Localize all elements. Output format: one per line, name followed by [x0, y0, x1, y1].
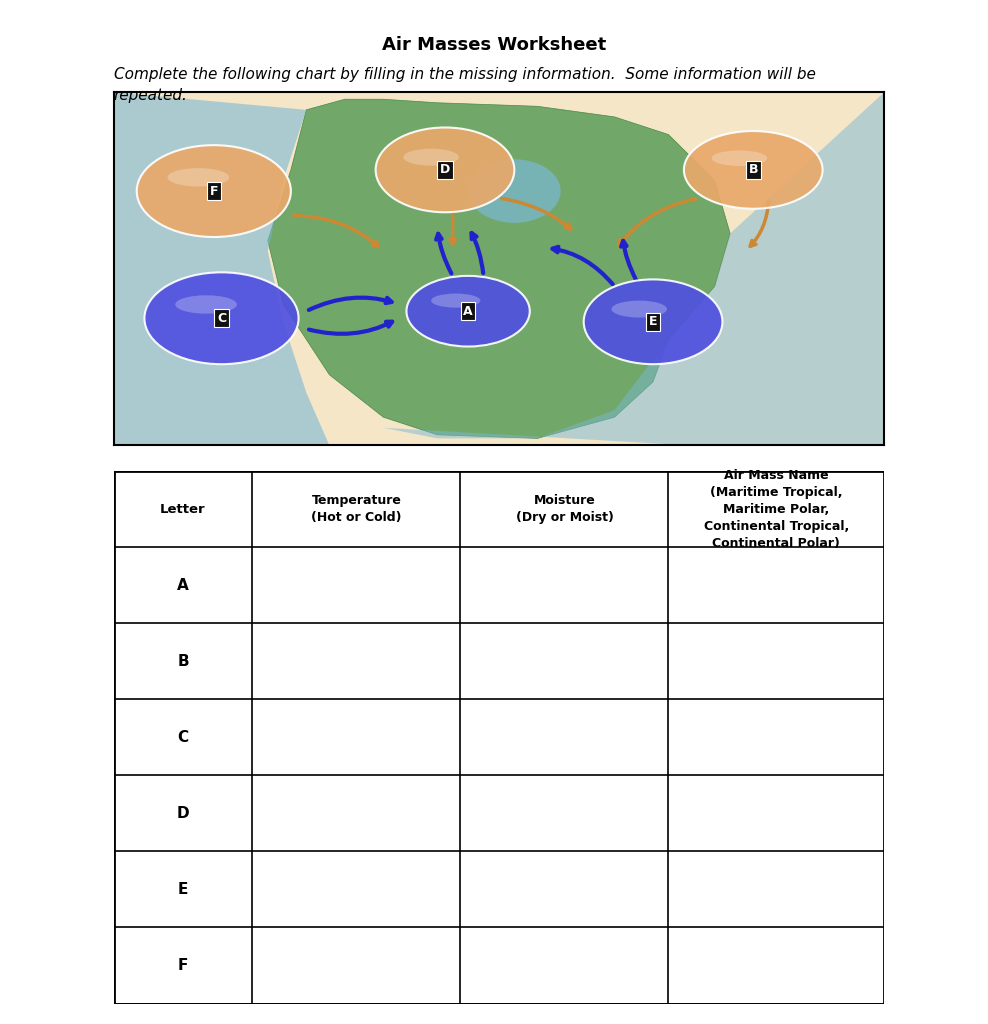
Text: E: E: [178, 882, 188, 897]
Ellipse shape: [136, 145, 290, 237]
Ellipse shape: [406, 275, 530, 346]
Ellipse shape: [584, 280, 722, 365]
Text: Air Masses Worksheet: Air Masses Worksheet: [382, 36, 606, 54]
Text: F: F: [178, 958, 188, 973]
Ellipse shape: [468, 160, 560, 223]
Text: B: B: [749, 164, 758, 176]
Ellipse shape: [144, 272, 298, 365]
Text: D: D: [177, 806, 190, 821]
Text: D: D: [440, 164, 451, 176]
Text: Letter: Letter: [160, 503, 206, 515]
Ellipse shape: [684, 131, 823, 209]
Text: Complete the following chart by filling in the missing information.  Some inform: Complete the following chart by filling …: [114, 67, 815, 102]
Ellipse shape: [168, 168, 229, 186]
Ellipse shape: [711, 151, 767, 166]
Ellipse shape: [431, 294, 480, 307]
Polygon shape: [114, 92, 329, 445]
Ellipse shape: [375, 128, 515, 212]
Text: C: C: [217, 311, 226, 325]
Polygon shape: [383, 92, 884, 445]
Text: F: F: [209, 184, 218, 198]
Text: C: C: [178, 730, 189, 744]
Text: A: A: [463, 305, 473, 317]
Text: B: B: [177, 653, 189, 669]
Text: Temperature
(Hot or Cold): Temperature (Hot or Cold): [311, 494, 401, 524]
Ellipse shape: [403, 148, 458, 166]
Text: Air Mass Name
(Maritime Tropical,
Maritime Polar,
Continental Tropical,
Continen: Air Mass Name (Maritime Tropical, Mariti…: [703, 469, 849, 550]
Text: A: A: [177, 578, 189, 593]
Text: E: E: [649, 315, 657, 329]
Text: Moisture
(Dry or Moist): Moisture (Dry or Moist): [516, 494, 614, 524]
Ellipse shape: [175, 295, 237, 313]
Polygon shape: [268, 99, 730, 438]
Ellipse shape: [612, 301, 667, 317]
